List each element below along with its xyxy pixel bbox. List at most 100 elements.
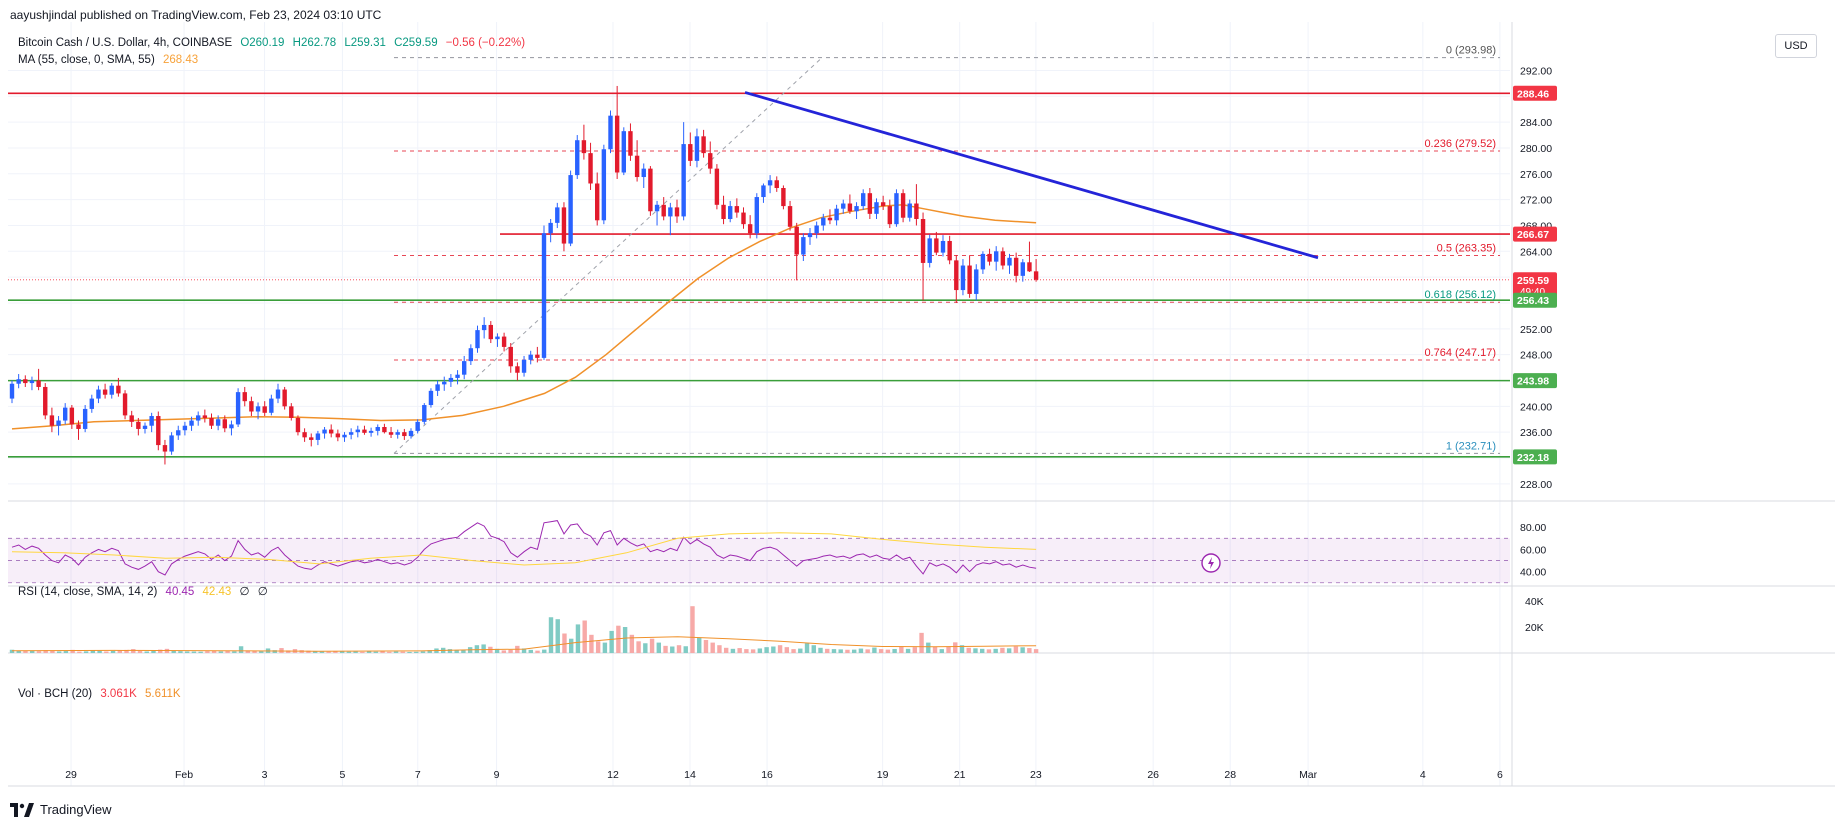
candle-body xyxy=(907,203,912,218)
symbol-title[interactable]: Bitcoin Cash / U.S. Dollar, 4h, COINBASE xyxy=(18,37,233,49)
candle-body xyxy=(528,354,533,360)
volume-bar xyxy=(286,650,291,653)
volume-bar xyxy=(137,651,143,653)
fibonacci-retracement[interactable]: 0 (293.98) 0.236 (279.52) 0.5 (263.35) 0.61… xyxy=(393,45,1500,454)
rsi-value: 40.45 xyxy=(165,586,195,598)
price-axis[interactable]: 292.00288.00284.00280.00276.00272.00268.… xyxy=(1513,65,1557,634)
volume-bar xyxy=(238,646,244,653)
price-tick-label: 228.00 xyxy=(1520,479,1552,491)
candle-body xyxy=(834,208,839,221)
time-tick-label: 21 xyxy=(954,769,966,781)
volume-bar xyxy=(636,641,641,653)
candle-body xyxy=(29,380,35,384)
tradingview-logo[interactable]: TradingView xyxy=(10,802,112,817)
volume-bar xyxy=(703,640,709,653)
candle-body xyxy=(402,432,407,437)
candle-body xyxy=(481,324,487,331)
volume-bar xyxy=(811,645,816,653)
volume-bar xyxy=(562,633,567,653)
candle-body xyxy=(149,416,154,426)
time-tick-label: 4 xyxy=(1420,769,1426,781)
candle-body xyxy=(841,203,846,209)
ma-label[interactable]: MA (55, close, 0, SMA, 55) xyxy=(18,54,155,66)
volume-label[interactable]: Vol · BCH (20) xyxy=(18,688,93,700)
volume-bar xyxy=(346,651,352,653)
volume-bar xyxy=(602,642,608,653)
volume-bar xyxy=(939,649,944,653)
volume-bar xyxy=(851,649,857,653)
volume-bar xyxy=(973,648,978,653)
currency-button[interactable]: USD xyxy=(1775,34,1817,58)
candle-body xyxy=(475,330,480,349)
volume-bar xyxy=(737,648,742,653)
candle-body xyxy=(821,217,826,226)
volume-bar xyxy=(151,650,156,653)
time-tick-label: 16 xyxy=(761,769,773,781)
volume-sma-line xyxy=(11,636,1037,652)
volume-bar xyxy=(124,649,129,653)
candle-body xyxy=(442,381,447,385)
candle-body xyxy=(69,407,75,425)
volume-bar xyxy=(683,646,688,653)
candle-body xyxy=(601,149,607,221)
volume-bar xyxy=(878,649,884,653)
volume-bar xyxy=(427,650,432,653)
fib-level-label: 1 (232.71) xyxy=(1446,440,1496,452)
candle-body xyxy=(169,435,174,452)
rsi-label[interactable]: RSI (14, close, SMA, 14, 2) xyxy=(18,586,158,598)
candle-body xyxy=(535,354,540,358)
time-tick-label: 14 xyxy=(684,769,696,781)
volume-bar xyxy=(791,649,796,653)
price-badge xyxy=(1513,85,1557,101)
price-badge xyxy=(1513,449,1557,465)
candle-body xyxy=(375,427,380,431)
candle-body xyxy=(628,131,633,156)
candle-body xyxy=(249,401,254,412)
candle-body xyxy=(847,203,853,212)
publisher-line: aayushjindal published on TradingView.co… xyxy=(10,8,382,22)
volume-bar xyxy=(521,648,527,653)
price-badge xyxy=(1513,373,1557,389)
volume-bar xyxy=(710,642,715,653)
volume-bar xyxy=(569,638,574,653)
time-axis[interactable]: 29 Feb 3 5 7 9 12 14 16 19 21 23 26 28 Mar 4 6 xyxy=(8,769,1835,787)
candle-body xyxy=(215,419,221,426)
volume-bar xyxy=(454,649,459,653)
candle-body xyxy=(242,392,247,402)
volume-bar xyxy=(90,650,96,653)
ohlc-high: H262.78 xyxy=(292,37,337,49)
candle-body xyxy=(548,222,553,234)
price-tick-label: 240.00 xyxy=(1520,401,1552,413)
candle-body xyxy=(202,415,208,418)
trendline[interactable] xyxy=(744,91,1319,260)
candle-body xyxy=(448,377,454,382)
volume-bar xyxy=(339,651,345,653)
volume-bar xyxy=(750,649,756,653)
candle-body xyxy=(96,389,101,399)
volume-bar xyxy=(825,648,830,653)
volume-bar xyxy=(595,641,601,653)
ohlc-open: O260.19 xyxy=(240,37,285,49)
candle-body xyxy=(16,379,21,384)
candle-body xyxy=(954,260,959,291)
ohlc-close: C259.59 xyxy=(394,37,438,49)
candle-body xyxy=(302,432,307,438)
volume-bar xyxy=(83,651,89,653)
volume-bar xyxy=(501,650,507,653)
horizontal-levels xyxy=(8,92,1510,458)
price-badge-label: 266.67 xyxy=(1517,229,1549,241)
volume-bar xyxy=(885,649,891,653)
candle-body xyxy=(555,207,560,223)
volume-bar xyxy=(360,651,365,653)
volume-bar xyxy=(117,650,122,653)
candle-body xyxy=(335,433,341,438)
volume-bar xyxy=(319,651,325,653)
misc-icons xyxy=(1201,553,1221,573)
volume-bar xyxy=(629,634,635,653)
volume-bar xyxy=(1006,648,1012,653)
volume-bar xyxy=(380,651,385,653)
volume-bar xyxy=(622,627,628,653)
candle-body xyxy=(122,393,128,416)
volume-bar xyxy=(771,646,776,653)
